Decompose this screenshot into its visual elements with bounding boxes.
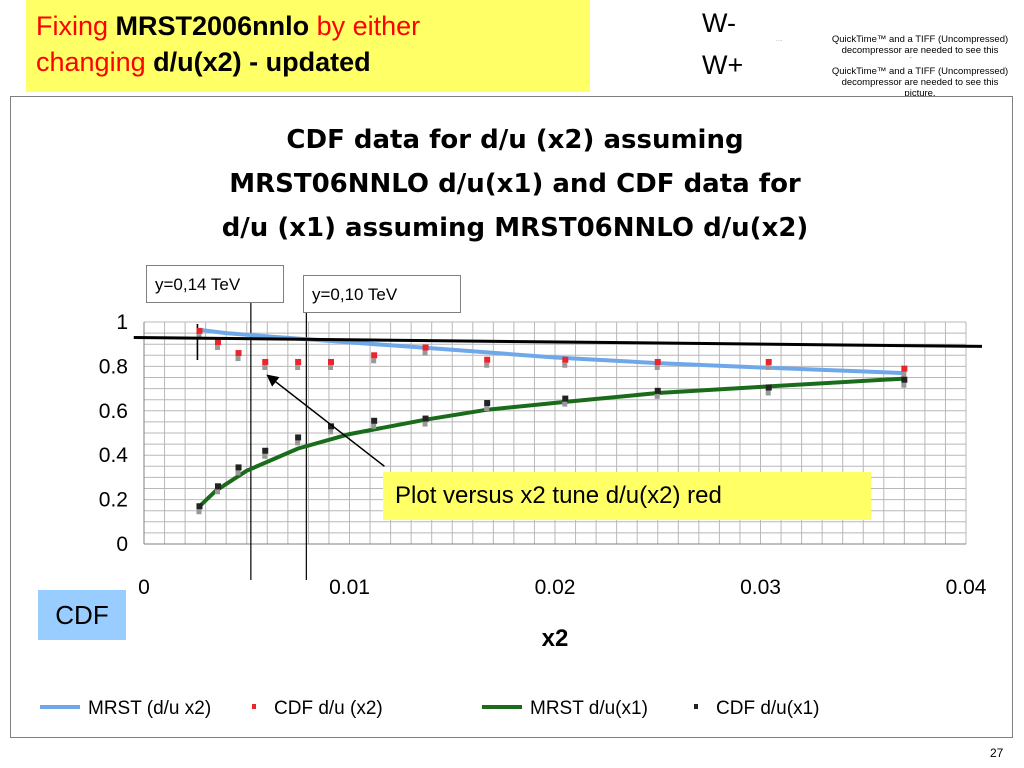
x-axis-label: x2 <box>542 625 569 652</box>
data-point <box>328 423 335 430</box>
y-tick-label: 0.6 <box>99 400 128 423</box>
data-point <box>901 376 908 383</box>
legend-entry: MRST (d/u x2) <box>88 698 211 719</box>
quicktime-placeholder-1: QuickTime™ and a TIFF (Uncompressed) dec… <box>831 34 1009 58</box>
data-point-shadow <box>295 440 301 446</box>
x-tick-label: 0.02 <box>535 576 576 599</box>
data-point <box>484 356 491 363</box>
legend-entry: CDF d/u (x2) <box>274 698 383 719</box>
data-point-shadow <box>214 344 220 350</box>
data-point <box>214 338 221 345</box>
data-point <box>654 358 661 365</box>
data-point <box>765 358 772 365</box>
chart-title-line-3: d/u (x1) assuming MRST06NNLO d/u(x2) <box>221 213 809 243</box>
data-point <box>422 415 429 422</box>
page-number: 27 <box>990 746 1004 760</box>
data-point-shadow <box>484 406 490 412</box>
y-tick-label: 0.2 <box>99 489 128 512</box>
y-tick-label: 0 <box>116 533 128 556</box>
data-point-shadow <box>328 364 334 370</box>
quicktime-tiny-placeholder: ···· <box>776 38 783 44</box>
y-tick-label: 1 <box>116 311 128 334</box>
data-point-shadow <box>422 350 428 356</box>
y-tick-label: 0.8 <box>99 355 128 378</box>
y-tick-label: 0.4 <box>99 444 129 467</box>
slide-title-box: Fixing MRST2006nnlo by either changing d… <box>26 0 590 92</box>
quicktime-placeholder-2: QuickTime™ and a TIFF (Uncompressed) dec… <box>830 66 1010 100</box>
data-point-shadow <box>654 364 660 370</box>
data-point <box>295 358 302 365</box>
data-point <box>562 356 569 363</box>
data-point-shadow <box>371 423 377 429</box>
data-point-shadow <box>422 421 428 427</box>
chart-title-line-1: CDF data for d/u (x2) assuming <box>286 125 744 155</box>
annotation-arrow <box>266 374 385 467</box>
data-point <box>765 384 772 391</box>
data-point <box>371 417 378 424</box>
data-point <box>328 358 335 365</box>
data-point-shadow <box>196 333 202 339</box>
w-plus-label: W+ <box>702 50 744 80</box>
data-point <box>196 327 203 334</box>
data-point-shadow <box>214 489 220 495</box>
data-point-shadow <box>295 364 301 370</box>
chart-frame <box>10 96 1013 738</box>
data-point <box>262 358 269 365</box>
data-point <box>196 503 203 510</box>
legend-swatch-point <box>694 704 698 709</box>
data-point-shadow <box>901 371 907 377</box>
data-point-shadow <box>765 364 771 370</box>
title-part-3: changing <box>36 47 154 77</box>
legend-swatch-point <box>252 704 256 709</box>
cdf-badge: CDF <box>38 590 126 640</box>
data-point <box>235 350 242 357</box>
data-point <box>654 387 661 394</box>
data-point-shadow <box>765 390 771 396</box>
data-point <box>901 365 908 372</box>
x-tick-label: 0.03 <box>740 576 781 599</box>
x-tick-label: 0.04 <box>946 576 987 599</box>
data-point <box>371 352 378 359</box>
title-part-1: Fixing <box>36 11 116 41</box>
legend-entry: MRST d/u(x1) <box>530 698 648 719</box>
data-point <box>295 434 302 441</box>
data-point-shadow <box>235 470 241 476</box>
data-point-shadow <box>562 401 568 407</box>
title-bold-2: d/u(x2) - updated <box>153 47 371 77</box>
data-point <box>422 344 429 351</box>
data-point-shadow <box>484 362 490 368</box>
data-point-shadow <box>235 356 241 362</box>
annotation-y014: y=0,14 TeV <box>146 265 284 303</box>
title-part-2: by either <box>309 11 421 41</box>
annotation-y010: y=0,10 TeV <box>303 275 461 313</box>
reference-line <box>133 336 983 348</box>
x-tick-label: 0 <box>138 576 150 599</box>
data-point <box>484 400 491 407</box>
data-point-shadow <box>262 364 268 370</box>
w-minus-label: W- <box>702 8 736 38</box>
chart-title-line-2: MRST06NNLO d/u(x1) and CDF data for <box>229 169 801 199</box>
slide-title: Fixing MRST2006nnlo by either changing d… <box>36 8 420 80</box>
legend-entry: CDF d/u(x1) <box>716 698 819 719</box>
data-point-shadow <box>654 393 660 399</box>
data-point-shadow <box>262 453 268 459</box>
chart-title: CDF data for d/u (x2) assuming MRST06NNL… <box>95 118 935 250</box>
data-point <box>235 464 242 471</box>
data-point <box>262 447 269 454</box>
x-tick-label: 0.01 <box>329 576 370 599</box>
series-line-mrst-d-u-x2- <box>199 327 905 376</box>
data-point-shadow <box>562 362 568 368</box>
data-point-shadow <box>196 509 202 515</box>
data-point-shadow <box>371 358 377 364</box>
data-point-shadow <box>328 429 334 435</box>
data-point-shadow <box>901 382 907 388</box>
title-bold-1: MRST2006nnlo <box>115 11 310 41</box>
data-point <box>214 483 221 490</box>
plot-note: Plot versus x2 tune d/u(x2) red <box>383 472 871 520</box>
data-point <box>562 395 569 402</box>
